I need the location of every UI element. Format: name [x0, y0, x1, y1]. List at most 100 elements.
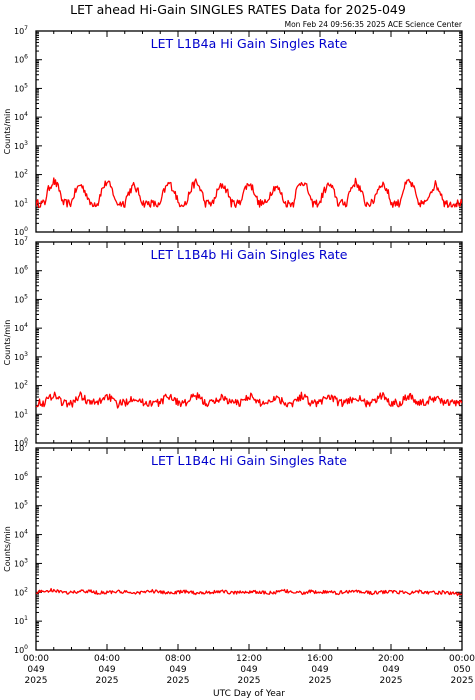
generation-timestamp: Mon Feb 24 09:56:35 2025 ACE Science Cen… — [285, 20, 463, 29]
y-tick-base: 10 — [14, 238, 24, 247]
y-tick-label: 107 — [14, 236, 28, 247]
y-tick-base: 10 — [14, 267, 24, 276]
y-tick-base: 10 — [14, 617, 24, 626]
chart-title: LET ahead Hi-Gain SINGLES RATES Data for… — [70, 2, 406, 17]
y-tick-exponent: 6 — [24, 471, 28, 478]
y-tick-base: 10 — [14, 588, 24, 597]
y-tick-base: 10 — [14, 410, 24, 419]
y-tick-exponent: 2 — [24, 169, 28, 176]
series-line-3 — [36, 587, 462, 597]
x-tick-day: 049 — [27, 665, 44, 675]
y-tick-label: 104 — [14, 529, 28, 540]
series-line-1 — [36, 177, 462, 208]
plot-frame — [35, 241, 463, 444]
x-tick-year: 2025 — [25, 676, 48, 686]
series-line-2 — [36, 391, 462, 409]
y-tick-exponent: 1 — [24, 197, 28, 204]
y-tick-label: 102 — [14, 169, 28, 180]
y-tick-exponent: 2 — [24, 586, 28, 593]
x-tick-time: 12:00 — [236, 654, 262, 664]
panel-title: LET L1B4a Hi Gain Singles Rate — [151, 36, 348, 51]
y-tick-label: 100 — [14, 226, 28, 237]
y-tick-base: 10 — [14, 84, 24, 93]
x-tick-day: 049 — [169, 665, 186, 675]
y-tick-base: 10 — [14, 295, 24, 304]
y-tick-label: 106 — [14, 471, 28, 482]
y-tick-exponent: 5 — [24, 82, 28, 89]
y-tick-exponent: 1 — [24, 615, 28, 622]
x-tick-day: 050 — [453, 665, 470, 675]
x-tick-day: 049 — [311, 665, 328, 675]
x-tick-year: 2025 — [238, 676, 261, 686]
y-tick-base: 10 — [14, 439, 24, 448]
y-axis-label: Counts/min — [3, 526, 12, 572]
y-tick-exponent: 4 — [24, 322, 28, 329]
y-axis-label: Counts/min — [3, 320, 12, 366]
y-tick-label: 101 — [14, 197, 28, 208]
y-tick-exponent: 5 — [24, 500, 28, 507]
x-tick-time: 20:00 — [378, 654, 404, 664]
y-tick-label: 105 — [14, 500, 28, 511]
x-tick-time: 16:00 — [307, 654, 333, 664]
y-tick-exponent: 6 — [24, 54, 28, 61]
y-tick-label: 100 — [14, 437, 28, 448]
y-tick-exponent: 3 — [24, 140, 28, 147]
y-tick-label: 100 — [14, 644, 28, 655]
y-tick-base: 10 — [14, 444, 24, 453]
panel-title: LET L1B4b Hi Gain Singles Rate — [151, 247, 348, 262]
x-tick-time: 04:00 — [94, 654, 120, 664]
y-tick-base: 10 — [14, 142, 24, 151]
y-axis-label: Counts/min — [3, 109, 12, 155]
y-tick-label: 101 — [14, 408, 28, 419]
y-tick-base: 10 — [14, 228, 24, 237]
plot-frame — [35, 447, 463, 651]
y-tick-base: 10 — [14, 382, 24, 391]
y-tick-label: 107 — [14, 442, 28, 453]
y-tick-exponent: 0 — [24, 226, 28, 233]
y-tick-label: 103 — [14, 351, 28, 362]
y-tick-label: 106 — [14, 54, 28, 65]
y-tick-exponent: 0 — [24, 437, 28, 444]
y-tick-base: 10 — [14, 171, 24, 180]
y-tick-base: 10 — [14, 324, 24, 333]
y-tick-label: 106 — [14, 265, 28, 276]
x-tick-year: 2025 — [380, 676, 403, 686]
panel-title: LET L1B4c Hi Gain Singles Rate — [151, 453, 347, 468]
y-tick-base: 10 — [14, 646, 24, 655]
y-tick-label: 104 — [14, 111, 28, 122]
y-tick-label: 101 — [14, 615, 28, 626]
x-tick-year: 2025 — [167, 676, 190, 686]
y-tick-base: 10 — [14, 353, 24, 362]
x-tick-time: 00:00 — [449, 654, 475, 664]
x-tick-year: 2025 — [309, 676, 332, 686]
y-tick-base: 10 — [14, 473, 24, 482]
y-tick-base: 10 — [14, 559, 24, 568]
y-tick-label: 103 — [14, 140, 28, 151]
x-tick-day: 049 — [98, 665, 115, 675]
y-tick-exponent: 4 — [24, 529, 28, 536]
y-tick-exponent: 2 — [24, 380, 28, 387]
x-tick-year: 2025 — [451, 676, 474, 686]
y-tick-exponent: 1 — [24, 408, 28, 415]
y-tick-label: 102 — [14, 380, 28, 391]
y-tick-label: 107 — [14, 25, 28, 36]
y-tick-label: 104 — [14, 322, 28, 333]
y-tick-label: 102 — [14, 586, 28, 597]
y-tick-exponent: 3 — [24, 351, 28, 358]
y-tick-base: 10 — [14, 56, 24, 65]
y-tick-label: 105 — [14, 82, 28, 93]
y-tick-exponent: 0 — [24, 644, 28, 651]
x-tick-time: 08:00 — [165, 654, 191, 664]
